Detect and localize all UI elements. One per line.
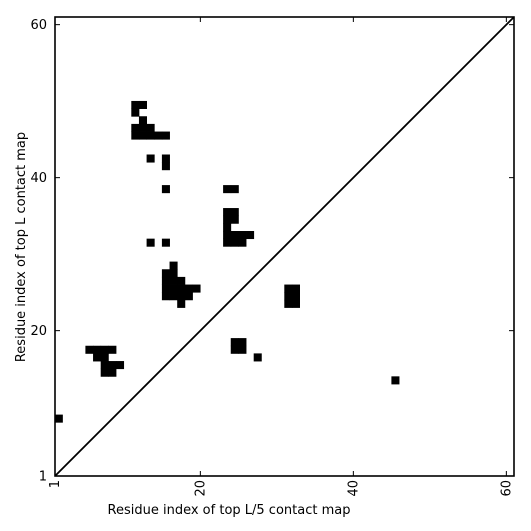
contact-cell <box>100 368 109 377</box>
contact-cell <box>223 185 232 194</box>
contact-cell <box>230 208 239 217</box>
axis-ticks: 1 20 40 60 1 20 40 60 <box>30 17 514 497</box>
contact-cell <box>169 284 178 293</box>
contact-cell <box>100 353 109 362</box>
contact-cell <box>161 292 170 301</box>
contact-cell <box>161 131 170 140</box>
contact-cell <box>177 276 186 285</box>
contact-cell <box>93 353 102 362</box>
contact-cell <box>230 215 239 224</box>
contact-cell <box>230 345 239 354</box>
x-tick-label: 40 <box>346 480 361 497</box>
contact-cell <box>391 376 400 385</box>
contact-cell <box>284 284 293 293</box>
contact-cell <box>238 231 247 240</box>
contact-cell <box>154 131 163 140</box>
contact-cell <box>184 292 193 301</box>
contact-cell <box>146 238 155 247</box>
contact-cell <box>161 154 170 163</box>
x-axis-label: Residue index of top L/5 contact map <box>108 503 351 518</box>
contact-cell <box>131 131 140 140</box>
plot-frame <box>54 16 515 477</box>
contact-cell <box>161 162 170 171</box>
contact-cell <box>238 338 247 347</box>
contact-cell <box>291 292 300 301</box>
contact-cell <box>184 284 193 293</box>
contact-cell <box>169 292 178 301</box>
contact-cell <box>230 231 239 240</box>
contact-cell <box>131 108 140 117</box>
contact-cell <box>146 123 155 132</box>
contact-cells <box>54 100 400 423</box>
x-tick-label: 1 <box>48 480 63 488</box>
contact-cell <box>177 299 186 308</box>
contact-cell <box>138 123 147 132</box>
diagonal-line <box>54 16 515 477</box>
x-tick-label: 20 <box>193 480 208 497</box>
contact-cell <box>108 345 117 354</box>
contact-cell <box>161 269 170 278</box>
contact-cell <box>223 238 232 247</box>
contact-cell <box>138 131 147 140</box>
contact-cell <box>100 361 109 370</box>
contact-cell <box>169 261 178 270</box>
contact-cell <box>238 238 247 247</box>
contact-cell <box>291 299 300 308</box>
contact-cell <box>85 345 94 354</box>
contact-cell <box>284 292 293 301</box>
contact-cell <box>230 338 239 347</box>
y-tick-label: 60 <box>30 18 47 33</box>
contact-cell <box>291 284 300 293</box>
contact-cell <box>169 276 178 285</box>
y-axis-label: Residue index of top L contact map <box>14 132 29 362</box>
contact-cell <box>131 123 140 132</box>
y-tick-label: 1 <box>39 470 47 485</box>
contact-cell <box>146 131 155 140</box>
contact-cell <box>223 208 232 217</box>
contact-cell <box>253 353 262 362</box>
contact-cell <box>146 154 155 163</box>
contact-cell <box>223 231 232 240</box>
contact-cell <box>169 269 178 278</box>
contact-cell <box>177 292 186 301</box>
contact-cell <box>230 185 239 194</box>
contact-cell <box>138 100 147 109</box>
y-tick-label: 20 <box>30 324 47 339</box>
y-tick-label: 40 <box>30 171 47 186</box>
contact-cell <box>223 215 232 224</box>
contact-cell <box>100 345 109 354</box>
contact-cell <box>131 100 140 109</box>
contact-cell <box>161 284 170 293</box>
contact-cell <box>246 231 255 240</box>
contact-cell <box>223 223 232 232</box>
contact-cell <box>161 185 170 194</box>
contact-cell <box>108 361 117 370</box>
contact-cell <box>177 284 186 293</box>
contact-cell <box>161 238 170 247</box>
contact-cell <box>138 116 147 125</box>
x-tick-label: 60 <box>499 480 514 497</box>
contact-cell <box>161 276 170 285</box>
contact-cell <box>284 299 293 308</box>
contact-cell <box>238 345 247 354</box>
contact-cell <box>116 361 125 370</box>
contact-cell <box>230 238 239 247</box>
contact-cell <box>108 368 117 377</box>
contact-cell <box>93 345 102 354</box>
contact-cell <box>54 414 63 423</box>
contact-cell <box>192 284 201 293</box>
